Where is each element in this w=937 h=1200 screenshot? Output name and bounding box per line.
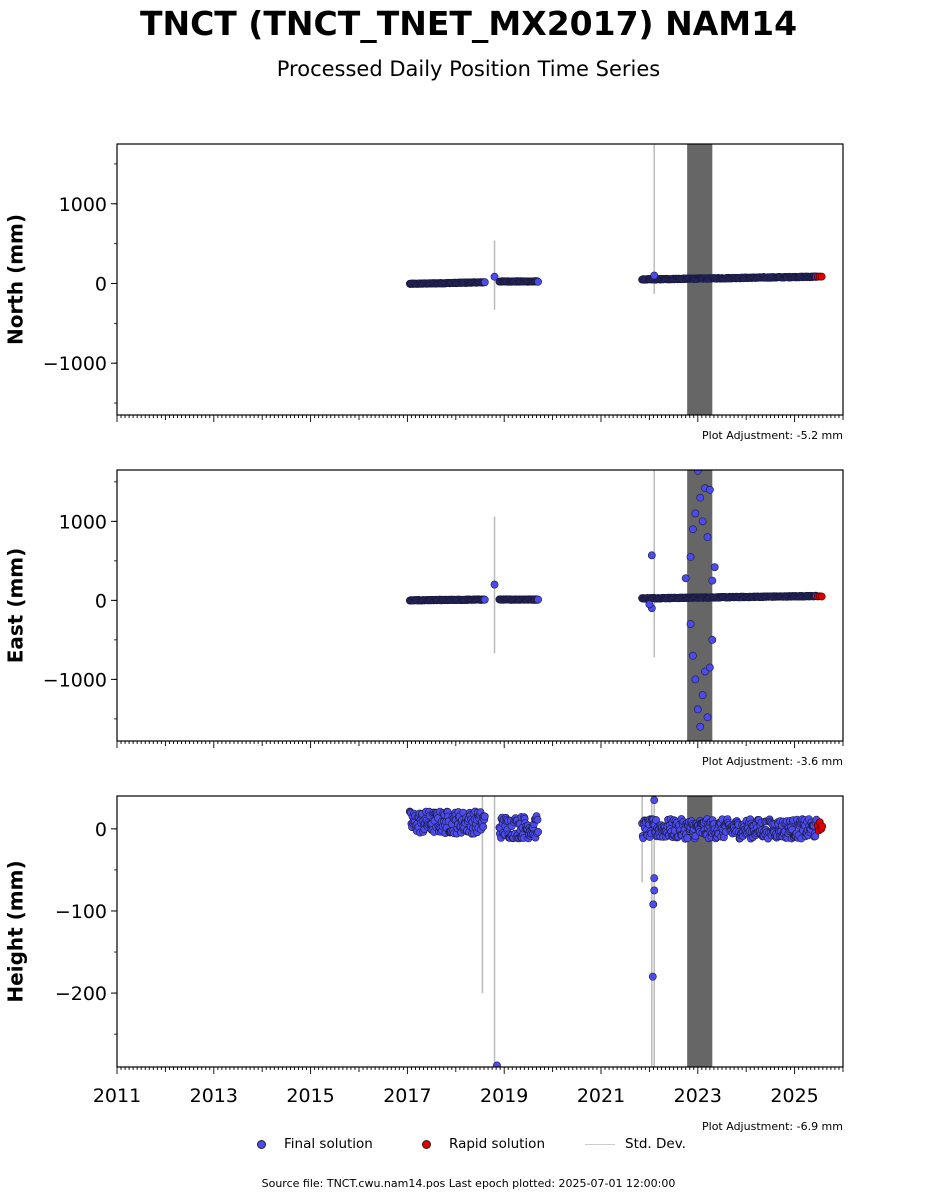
final-outlier-point	[686, 553, 695, 561]
x-tick-label: 2025	[770, 1085, 818, 1107]
final-outlier-point	[691, 509, 700, 518]
panel-0: −1000 0 1000 North (mm) Plot Adjustment: -5.…	[4, 143, 844, 442]
plot-adjustment-label: Plot Adjustment: -6.9 mm	[702, 1120, 843, 1133]
final-outlier-point	[708, 576, 717, 585]
shaded-band	[687, 470, 713, 741]
final-outlier-point	[696, 493, 705, 502]
final-point	[480, 595, 489, 604]
final-point	[683, 834, 692, 842]
y-tick-label: −100	[55, 901, 107, 923]
x-tick-label: 2021	[577, 1085, 625, 1107]
final-outlier-point	[693, 705, 702, 714]
final-point	[480, 278, 489, 287]
x-tick-label: 2019	[480, 1085, 528, 1107]
final-point	[480, 812, 489, 821]
final-outlier-point	[650, 271, 659, 280]
y-tick-label: −1000	[43, 353, 107, 375]
final-outlier-point	[706, 663, 714, 672]
source-footer: Source file: TNCT.cwu.nam14.pos Last epo…	[261, 1177, 676, 1190]
final-outlier-point	[689, 525, 697, 534]
legend: Final solution Rapid solution Std. Dev.	[0, 1136, 937, 1158]
final-outlier-point	[706, 485, 714, 494]
legend-item-final: Final solution	[257, 1136, 373, 1152]
final-outlier-point	[698, 691, 707, 700]
plot-area-2	[405, 796, 827, 1067]
x-tick-label: 2015	[286, 1085, 334, 1107]
final-outlier-point	[689, 651, 697, 660]
std-dev-line-icon	[585, 1143, 615, 1145]
legend-label-rapid: Rapid solution	[449, 1136, 545, 1152]
y-axis-label: Height (mm)	[4, 860, 28, 1002]
x-tick-label: 2017	[383, 1085, 431, 1107]
final-point	[479, 822, 488, 831]
plot-area-0	[405, 144, 826, 415]
y-tick-label: 0	[95, 273, 107, 295]
final-outlier-point	[650, 796, 659, 805]
x-tick-label: 2013	[190, 1085, 238, 1107]
final-outlier-point	[645, 600, 654, 609]
x-tick-label: 2011	[93, 1085, 141, 1107]
y-tick-label: 1000	[59, 511, 107, 533]
final-outlier-point	[648, 972, 657, 981]
final-point	[534, 277, 542, 286]
final-point	[811, 832, 820, 841]
final-outlier-point	[703, 713, 712, 722]
final-outlier-point	[691, 675, 700, 684]
final-point	[652, 816, 660, 824]
final-outlier-point	[649, 900, 658, 909]
y-tick-label: −1000	[43, 669, 107, 691]
y-tick-label: 0	[95, 819, 107, 841]
plot-adjustment-label: Plot Adjustment: -3.6 mm	[702, 755, 843, 768]
panel-2: −200 −100 0 Height (mm) Plot Adjustment: -6.…	[4, 795, 844, 1133]
chart-title: TNCT (TNCT_TNET_MX2017) NAM14	[139, 4, 798, 43]
final-outlier-point	[650, 874, 659, 883]
y-axis-label: East (mm)	[4, 548, 28, 664]
legend-label-std: Std. Dev.	[625, 1136, 686, 1152]
final-outlier-point	[696, 722, 705, 731]
y-tick-label: 1000	[59, 194, 107, 216]
final-outlier-point	[710, 563, 719, 572]
y-tick-label: 0	[95, 590, 107, 612]
panel-1: −1000 0 1000 East (mm) Plot Adjustment: -3.6…	[4, 469, 844, 768]
final-outlier-point	[650, 886, 659, 895]
final-outlier-point	[493, 1061, 501, 1067]
rapid-point	[817, 592, 826, 601]
final-outlier-point	[490, 580, 499, 589]
legend-item-rapid: Rapid solution	[422, 1136, 545, 1152]
legend-item-std: Std. Dev.	[585, 1136, 686, 1152]
rapid-solution-marker-icon	[422, 1139, 431, 1149]
final-solution-marker-icon	[257, 1139, 266, 1149]
final-outlier-point	[490, 272, 499, 281]
axes-frame	[116, 469, 844, 742]
final-outlier-point	[686, 620, 695, 628]
final-outlier-point	[693, 470, 702, 475]
rapid-point	[818, 822, 827, 831]
final-outlier-point	[703, 533, 712, 542]
legend-label-final: Final solution	[284, 1136, 373, 1152]
final-outlier-point	[647, 551, 656, 560]
chart-subtitle: Processed Daily Position Time Series	[276, 57, 661, 81]
plot-area-1	[405, 470, 826, 741]
rapid-point	[817, 272, 826, 281]
final-outlier-point	[681, 574, 690, 583]
final-point	[534, 828, 542, 836]
plot-adjustment-label: Plot Adjustment: -5.2 mm	[702, 429, 843, 442]
y-tick-label: −200	[55, 983, 107, 1005]
x-tick-label: 2023	[674, 1085, 722, 1107]
final-outlier-point	[698, 517, 707, 526]
final-outlier-point	[708, 635, 717, 644]
y-axis-label: North (mm)	[4, 214, 28, 345]
final-point	[533, 815, 542, 824]
final-point	[534, 595, 542, 604]
